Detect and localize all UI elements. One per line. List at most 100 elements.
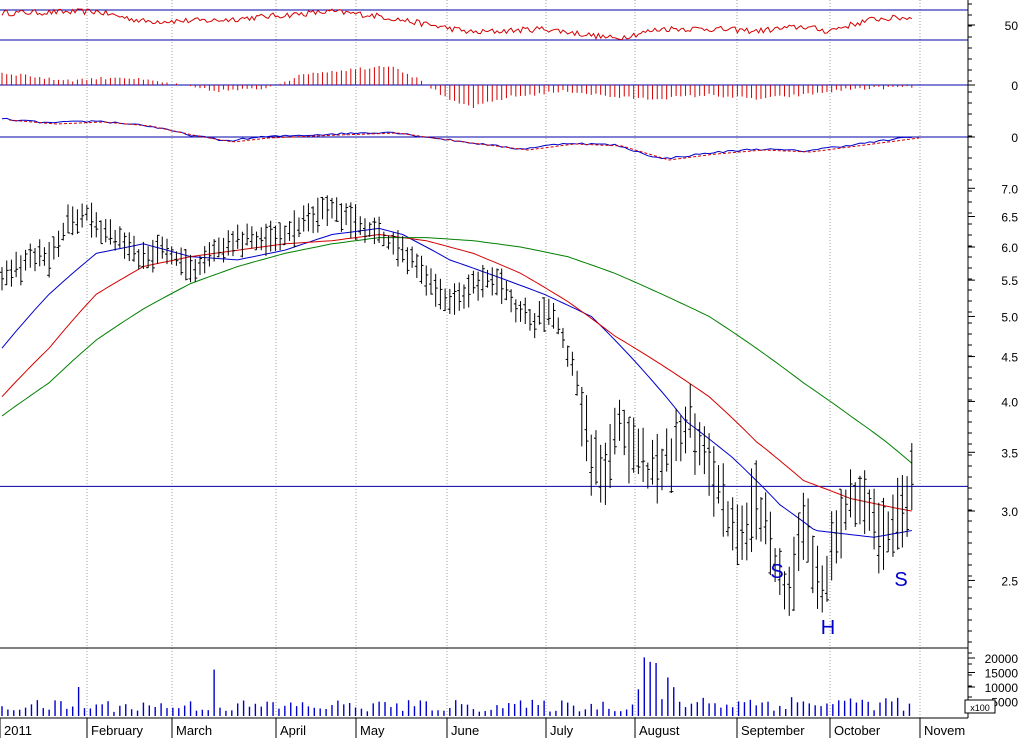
price-bar [292, 210, 297, 248]
price-bar [372, 217, 377, 245]
price-bar [9, 259, 14, 287]
rsi-panel [0, 8, 968, 41]
price-bar [278, 222, 283, 251]
price-bar [245, 223, 250, 246]
price-bar [438, 278, 443, 310]
price-bar [754, 460, 759, 540]
price-bar [344, 203, 349, 226]
month-label: March [176, 723, 212, 738]
price-bar [136, 249, 141, 270]
price-bar [843, 489, 848, 531]
month-label: July [550, 723, 574, 738]
price-axis-label: 5.5 [1001, 274, 1018, 288]
price-bar [452, 283, 457, 315]
price-bar [164, 238, 169, 265]
price-bar [51, 236, 56, 260]
price-bar [56, 230, 61, 257]
price-bar [560, 327, 565, 349]
price-bar [216, 237, 221, 258]
price-bar [551, 302, 556, 329]
price-bar [84, 205, 89, 221]
price-bar [735, 504, 740, 566]
price-bar [348, 202, 353, 239]
price-bar [853, 482, 858, 527]
price-bar [579, 386, 584, 447]
price-bar [226, 230, 231, 256]
price-bar [655, 433, 660, 504]
volume-multiplier-label: x100 [970, 703, 990, 713]
price-bar [311, 206, 316, 234]
price-bar [509, 289, 514, 313]
price-bar [721, 463, 726, 537]
price-bar [230, 231, 235, 257]
moving-average-long [1, 237, 913, 464]
price-bar [268, 220, 273, 252]
price-bar [513, 299, 518, 323]
price-bar [457, 282, 462, 311]
price-bar [744, 502, 749, 561]
volume-multiplier: x100 [964, 699, 996, 714]
price-bar [47, 241, 52, 278]
price-axis-label: 6.5 [1001, 211, 1018, 225]
price-bar [537, 300, 542, 325]
price-bar [773, 548, 778, 582]
price-bar [98, 220, 103, 245]
price-bar [150, 239, 155, 273]
price-bar [834, 510, 839, 564]
month-axis: 2011 February March April May June July August S… [0, 717, 968, 738]
macd-panel [0, 117, 968, 161]
price-bar [424, 265, 429, 296]
price-bar [730, 497, 735, 551]
month-label: June [451, 723, 479, 738]
price-bar [108, 219, 113, 245]
price-bar [740, 505, 745, 560]
rsi-axis-label: 50 [1005, 19, 1019, 33]
price-bar [829, 511, 834, 581]
price-bar [688, 384, 693, 438]
month-label: Novem [924, 723, 965, 738]
price-bar [42, 247, 47, 266]
price-bar [141, 241, 146, 269]
price-bar [725, 501, 730, 537]
price-bar [94, 212, 99, 238]
price-bar [334, 197, 339, 222]
price-bar [589, 434, 594, 496]
volume-axis-label: 10000 [985, 681, 1019, 695]
price-bar [386, 235, 391, 250]
macd-signal-line [9, 119, 919, 161]
price-bar [207, 242, 212, 267]
price-bar [160, 236, 165, 259]
price-bar [306, 203, 311, 232]
price-bar [905, 476, 910, 537]
price-bar [598, 444, 603, 503]
price-bar [645, 462, 650, 489]
month-label: May [360, 723, 385, 738]
volume-axis-label: 5000 [991, 696, 1018, 710]
price-bar [263, 223, 268, 256]
price-bar [890, 494, 895, 557]
price-bar [329, 197, 334, 219]
price-bar [117, 226, 122, 249]
price-bar [419, 255, 424, 284]
price-bar [575, 370, 580, 396]
month-label: October [834, 723, 881, 738]
volume-panel [1, 657, 911, 716]
price-bar [806, 498, 811, 563]
price-bar [485, 269, 490, 288]
price-bar [636, 428, 641, 475]
price-bar [89, 202, 94, 238]
price-bar [570, 351, 575, 376]
price-bar [381, 231, 386, 247]
price-bar [18, 255, 23, 286]
price-bar [131, 235, 136, 262]
price-bar [768, 511, 773, 576]
price-bar [857, 475, 862, 525]
month-label: September [741, 723, 805, 738]
price-bar [155, 234, 160, 264]
price-bar [287, 221, 292, 241]
price-bar [480, 264, 485, 298]
price-bar [362, 218, 367, 243]
price-bar [796, 512, 801, 572]
